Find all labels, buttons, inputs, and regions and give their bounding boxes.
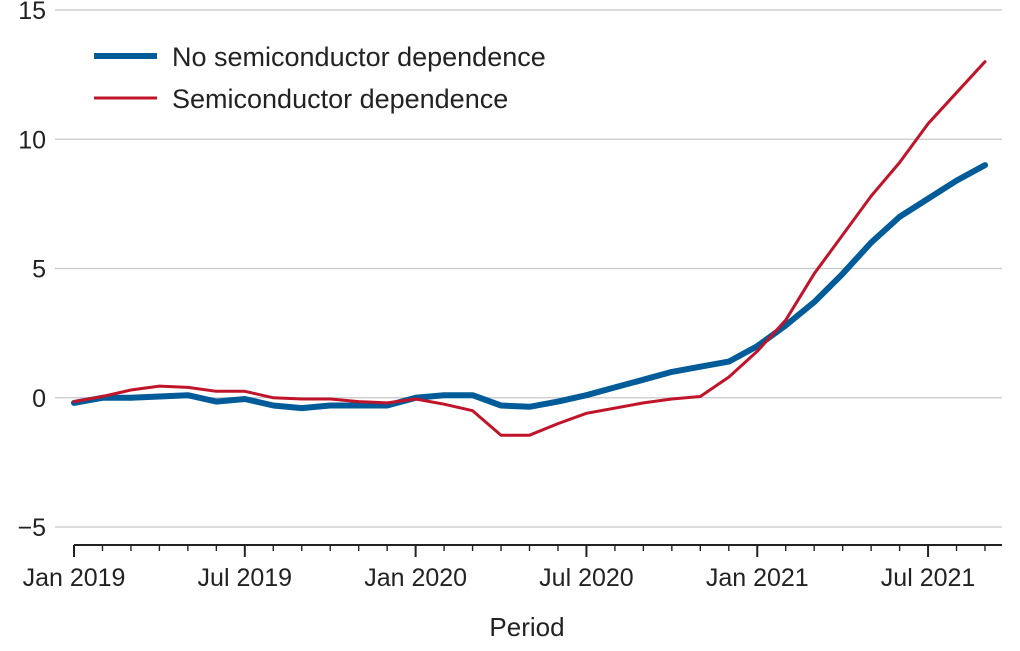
series-line-2: [72, 60, 987, 437]
x-tick-label: Jan 2019: [23, 564, 126, 592]
series-lines: [71, 60, 988, 437]
x-tick-label: Jan 2021: [706, 564, 809, 592]
y-tick-label: −5: [17, 514, 46, 542]
x-axis-title: Period: [489, 612, 564, 642]
legend-label: No semiconductor dependence: [172, 42, 546, 72]
y-tick-label: 0: [32, 385, 46, 413]
x-tick-label: Jul 2021: [881, 564, 976, 592]
y-tick-label: 15: [18, 0, 46, 25]
x-axis: Jan 2019 Jul 2019 Jan 2020 Jul 2020 Jan 2021…: [23, 544, 1002, 592]
series-line-1: [71, 162, 988, 412]
legend: No semiconductor dependence Semiconductor…: [94, 42, 546, 114]
x-tick-label: Jan 2020: [364, 564, 467, 592]
legend-label: Semiconductor dependence: [172, 84, 508, 114]
x-tick-label: Jul 2019: [198, 564, 293, 592]
y-tick-label: 10: [18, 126, 46, 154]
y-tick-label: 5: [32, 256, 46, 284]
x-tick-label: Jul 2020: [539, 564, 634, 592]
y-axis-tick-labels: −5 0 5 10 15: [17, 0, 46, 542]
